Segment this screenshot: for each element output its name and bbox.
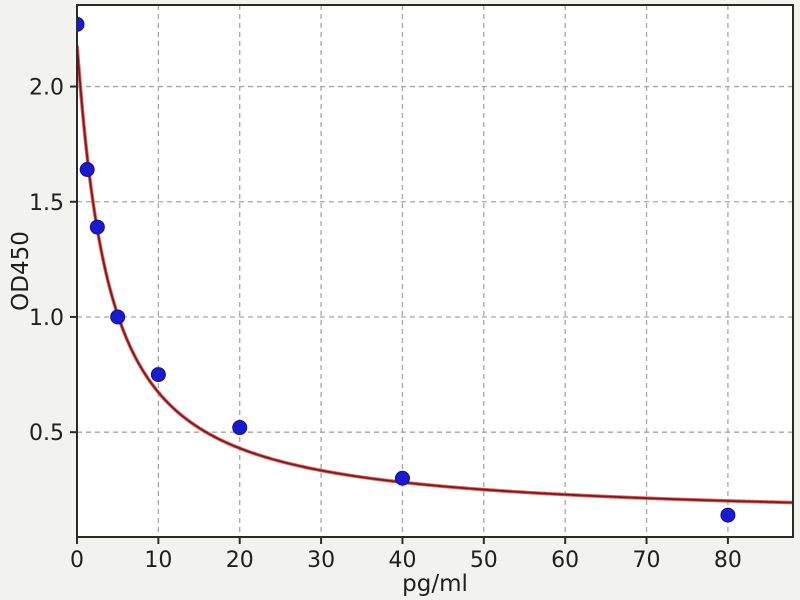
data-point [77,16,85,32]
x-tick-label: 20 [226,548,254,573]
x-tick-label: 0 [70,548,84,573]
data-point [232,420,248,436]
data-point [79,162,95,178]
tick-marks [70,85,729,544]
data-point [150,367,166,383]
x-tick-label: 10 [144,548,172,573]
x-axis-label: pg/ml [402,571,468,597]
tick-labels: 0 10 20 30 40 50 60 70 80 0.5 1.0 1.5 2.0 [29,76,742,573]
y-tick-label: 0.5 [29,421,64,446]
data-point [110,309,126,325]
data-point [89,219,105,235]
data-points [77,16,736,523]
x-tick-label: 30 [307,548,335,573]
axes-frame [76,4,794,538]
fit-curve-line [77,45,793,504]
data-point [720,507,736,523]
x-tick-label: 50 [470,548,498,573]
y-tick-label: 1.5 [29,191,64,216]
fit-curve [77,44,793,505]
x-tick-label: 60 [551,548,579,573]
x-tick-label: 70 [633,548,661,573]
x-tick-label: 40 [388,548,416,573]
y-tick-label: 2.0 [29,76,64,101]
x-tick-label: 80 [714,548,742,573]
data-point [394,470,410,486]
y-axis-label: OD450 [8,231,34,311]
y-tick-label: 1.0 [29,306,64,331]
plot-area [77,5,793,537]
